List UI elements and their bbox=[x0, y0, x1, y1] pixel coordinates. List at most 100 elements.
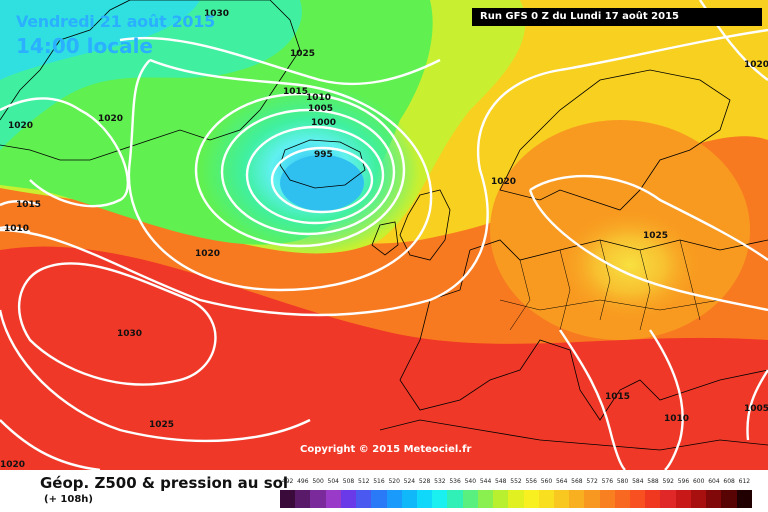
isobar-label: 1010 bbox=[664, 414, 689, 424]
isobar-1020-atlantic bbox=[0, 28, 768, 317]
isobar-995 bbox=[270, 146, 374, 214]
isobar-label: 1015 bbox=[605, 392, 630, 402]
legend-swatch bbox=[401, 490, 417, 508]
legend-swatch bbox=[645, 490, 661, 508]
legend-swatch bbox=[295, 490, 311, 508]
legend-swatch bbox=[508, 490, 524, 508]
legend-swatch bbox=[447, 490, 463, 508]
geopotential-band-cyan-top bbox=[0, 0, 200, 80]
legend-swatch bbox=[675, 490, 691, 508]
legend-value: 512 bbox=[358, 478, 370, 485]
forecast-time: 14:00 locale bbox=[16, 34, 153, 58]
legend-value: 580 bbox=[616, 478, 629, 485]
legend-value: 604 bbox=[708, 478, 720, 485]
legend-swatch bbox=[614, 490, 631, 508]
model-run-label: Run GFS 0 Z du Lundi 17 août 2015 bbox=[472, 8, 762, 26]
isobar-1010-west bbox=[0, 226, 31, 234]
isobar-1015 bbox=[127, 58, 433, 292]
legend-swatch bbox=[721, 490, 737, 508]
isobar-1010-east bbox=[649, 329, 684, 470]
isobar-label: 1010 bbox=[306, 93, 331, 103]
legend-value: 556 bbox=[525, 478, 537, 485]
legend-value: 504 bbox=[327, 478, 339, 485]
isobar-label: 1005 bbox=[744, 404, 768, 414]
isobar-label: 1015 bbox=[283, 87, 308, 97]
legend-swatch bbox=[736, 490, 752, 508]
isobar-label: 1010 bbox=[4, 224, 29, 234]
forecast-date: Vendredi 21 août 2015 bbox=[16, 12, 215, 31]
isobar-label: 1025 bbox=[149, 420, 174, 430]
legend-swatch bbox=[493, 490, 509, 508]
forecast-lead-time: (+ 108h) bbox=[44, 494, 93, 505]
isobar-1025-south bbox=[0, 309, 311, 443]
legend-swatch bbox=[630, 490, 646, 508]
isobar-label: 1015 bbox=[16, 200, 41, 210]
isobar-1000 bbox=[245, 125, 385, 225]
legend-value: 548 bbox=[495, 478, 507, 485]
isobar-label: 995 bbox=[314, 150, 333, 160]
legend-swatch bbox=[584, 490, 600, 508]
isobar-label: 1020 bbox=[98, 114, 123, 124]
country-borders bbox=[499, 239, 721, 331]
legend-value: 492 bbox=[281, 478, 294, 485]
legend-value: 596 bbox=[677, 478, 690, 485]
isobar-label: 1025 bbox=[643, 231, 668, 241]
isobar-1020-north bbox=[0, 97, 130, 208]
warm-dome-core bbox=[560, 210, 700, 320]
forecast-map: 1030 1025 1015 1010 1005 1000 995 1020 1… bbox=[0, 0, 768, 470]
legend-value: 536 bbox=[449, 478, 461, 485]
legend-swatch bbox=[310, 490, 326, 508]
isobar-label: 1000 bbox=[311, 118, 336, 128]
isobar-label: 1020 bbox=[744, 60, 768, 70]
isobar-label: 1020 bbox=[195, 249, 220, 259]
legend-swatch bbox=[690, 490, 707, 508]
legend-value: 528 bbox=[418, 478, 431, 485]
scandinavia-coastline bbox=[499, 69, 731, 211]
legend-value: 520 bbox=[388, 478, 400, 485]
legend-value: 508 bbox=[342, 478, 355, 485]
british-isles-coastline bbox=[371, 189, 451, 261]
legend-swatch bbox=[706, 490, 722, 508]
legend-swatch bbox=[432, 490, 448, 508]
legend-swatch bbox=[325, 490, 341, 508]
legend-swatch bbox=[569, 490, 585, 508]
isobar-1020-south bbox=[0, 419, 101, 470]
isobar-label: 1030 bbox=[204, 9, 229, 19]
isobar-1015-west bbox=[0, 200, 41, 207]
copyright-text: Copyright © 2015 Meteociel.fr bbox=[300, 444, 472, 455]
legend-swatch bbox=[386, 490, 402, 508]
legend-value: 516 bbox=[373, 478, 385, 485]
legend-value: 568 bbox=[571, 478, 583, 485]
africa-coastline bbox=[379, 419, 768, 451]
iceland-coastline bbox=[279, 139, 366, 189]
legend-value: 608 bbox=[723, 478, 735, 485]
legend-swatch bbox=[340, 490, 357, 508]
legend-labels: 492 496 500 504 508 512 516 520 524 528 532 536 540 5… bbox=[280, 478, 752, 488]
isobar-label: 1030 bbox=[117, 329, 142, 339]
legend-value: 500 bbox=[312, 478, 324, 485]
legend-value: 544 bbox=[479, 478, 492, 485]
legend-value: 532 bbox=[434, 478, 446, 485]
legend-swatch bbox=[553, 490, 570, 508]
isobar-label: 1020 bbox=[491, 177, 516, 187]
footer-panel: Géop. Z500 & pression au sol (+ 108h) 49… bbox=[0, 470, 768, 512]
legend-swatch bbox=[280, 490, 296, 508]
legend-value: 552 bbox=[510, 478, 522, 485]
isobar-1025-europe bbox=[528, 174, 768, 312]
legend-value: 576 bbox=[601, 478, 614, 485]
figure-title: Géop. Z500 & pression au sol bbox=[40, 474, 289, 492]
legend-swatch bbox=[462, 490, 478, 508]
low-pressure-core bbox=[280, 155, 364, 211]
legend-value: 584 bbox=[632, 478, 644, 485]
legend-value: 572 bbox=[586, 478, 598, 485]
legend-value: 524 bbox=[403, 478, 416, 485]
isobar-1010 bbox=[194, 92, 406, 248]
legend-value: 560 bbox=[540, 478, 553, 485]
isobar-1005-east bbox=[746, 369, 768, 441]
legend-swatch bbox=[523, 490, 539, 508]
legend-swatch bbox=[371, 490, 387, 508]
legend-value: 612 bbox=[738, 478, 751, 485]
color-legend: 492 496 500 504 508 512 516 520 524 528 532 536 540 5… bbox=[280, 478, 752, 510]
legend-swatch bbox=[538, 490, 554, 508]
